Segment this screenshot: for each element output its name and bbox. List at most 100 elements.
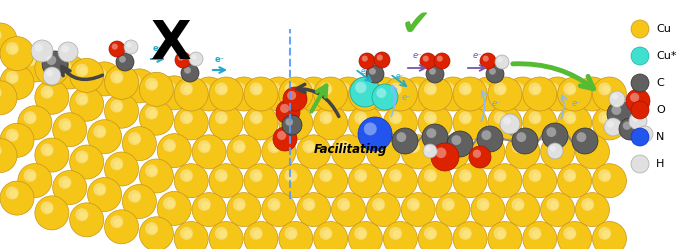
Circle shape — [31, 40, 53, 62]
Circle shape — [104, 65, 139, 99]
Circle shape — [319, 169, 332, 182]
Circle shape — [181, 64, 199, 82]
Circle shape — [93, 125, 106, 138]
Circle shape — [41, 57, 54, 70]
Circle shape — [111, 100, 123, 113]
Circle shape — [285, 111, 298, 124]
Circle shape — [0, 89, 1, 98]
Circle shape — [602, 230, 610, 239]
Circle shape — [35, 196, 69, 230]
Circle shape — [426, 146, 430, 152]
Circle shape — [497, 230, 505, 239]
Circle shape — [498, 57, 503, 62]
Circle shape — [598, 227, 611, 240]
Circle shape — [358, 114, 366, 123]
Circle shape — [27, 172, 36, 181]
Circle shape — [35, 44, 43, 52]
Circle shape — [271, 201, 279, 210]
Circle shape — [250, 82, 262, 95]
Circle shape — [297, 77, 330, 111]
Circle shape — [528, 111, 541, 124]
Circle shape — [410, 143, 419, 152]
Circle shape — [282, 115, 302, 135]
Text: e⁻: e⁻ — [402, 93, 412, 102]
Circle shape — [287, 91, 296, 100]
Circle shape — [547, 143, 563, 159]
Circle shape — [540, 192, 575, 227]
Circle shape — [215, 227, 228, 240]
Circle shape — [372, 82, 385, 95]
Circle shape — [532, 172, 540, 181]
Circle shape — [528, 82, 541, 95]
Circle shape — [407, 140, 420, 153]
Circle shape — [319, 227, 332, 240]
Circle shape — [35, 138, 69, 172]
Circle shape — [445, 143, 454, 152]
Circle shape — [372, 84, 398, 110]
Circle shape — [88, 62, 122, 96]
Circle shape — [227, 192, 261, 227]
Circle shape — [132, 77, 140, 86]
Circle shape — [332, 192, 365, 227]
Circle shape — [62, 121, 71, 130]
Circle shape — [374, 52, 390, 68]
Circle shape — [93, 67, 106, 80]
Circle shape — [244, 106, 278, 140]
Circle shape — [372, 198, 385, 211]
Circle shape — [52, 113, 87, 147]
Circle shape — [366, 65, 384, 83]
Circle shape — [70, 203, 104, 237]
Circle shape — [349, 106, 382, 140]
Circle shape — [366, 192, 400, 227]
Circle shape — [581, 198, 594, 211]
Circle shape — [477, 140, 489, 153]
Circle shape — [550, 201, 559, 210]
Circle shape — [354, 111, 368, 124]
Circle shape — [279, 164, 313, 198]
Circle shape — [517, 132, 526, 142]
Circle shape — [480, 143, 489, 152]
Circle shape — [428, 172, 436, 181]
Circle shape — [393, 172, 401, 181]
Circle shape — [277, 131, 286, 140]
Circle shape — [564, 169, 576, 182]
Circle shape — [515, 143, 524, 152]
Circle shape — [163, 81, 176, 94]
Circle shape — [41, 86, 54, 99]
Circle shape — [471, 135, 505, 169]
Circle shape — [148, 168, 158, 176]
Circle shape — [237, 201, 245, 210]
Circle shape — [314, 164, 348, 198]
Circle shape — [500, 114, 520, 134]
Circle shape — [59, 176, 71, 189]
Circle shape — [6, 129, 19, 142]
Circle shape — [512, 198, 524, 211]
Circle shape — [564, 111, 576, 124]
Circle shape — [128, 74, 141, 87]
Circle shape — [337, 140, 350, 153]
Circle shape — [598, 111, 611, 124]
Circle shape — [184, 67, 191, 74]
Circle shape — [58, 42, 78, 62]
Text: e⁻: e⁻ — [215, 55, 225, 64]
Circle shape — [567, 172, 575, 181]
Circle shape — [267, 140, 281, 153]
Circle shape — [0, 23, 17, 57]
Circle shape — [44, 204, 52, 213]
Circle shape — [469, 146, 491, 168]
Circle shape — [349, 164, 382, 198]
Circle shape — [122, 185, 156, 218]
Text: Cu: Cu — [656, 24, 671, 34]
Text: C: C — [656, 78, 664, 88]
Circle shape — [558, 77, 591, 111]
Circle shape — [288, 230, 297, 239]
Circle shape — [422, 124, 448, 150]
Circle shape — [393, 114, 401, 123]
Circle shape — [584, 201, 594, 210]
Circle shape — [523, 106, 556, 140]
Circle shape — [191, 54, 197, 60]
Circle shape — [132, 135, 140, 144]
Circle shape — [337, 82, 350, 95]
Circle shape — [453, 106, 487, 140]
Circle shape — [111, 157, 123, 170]
